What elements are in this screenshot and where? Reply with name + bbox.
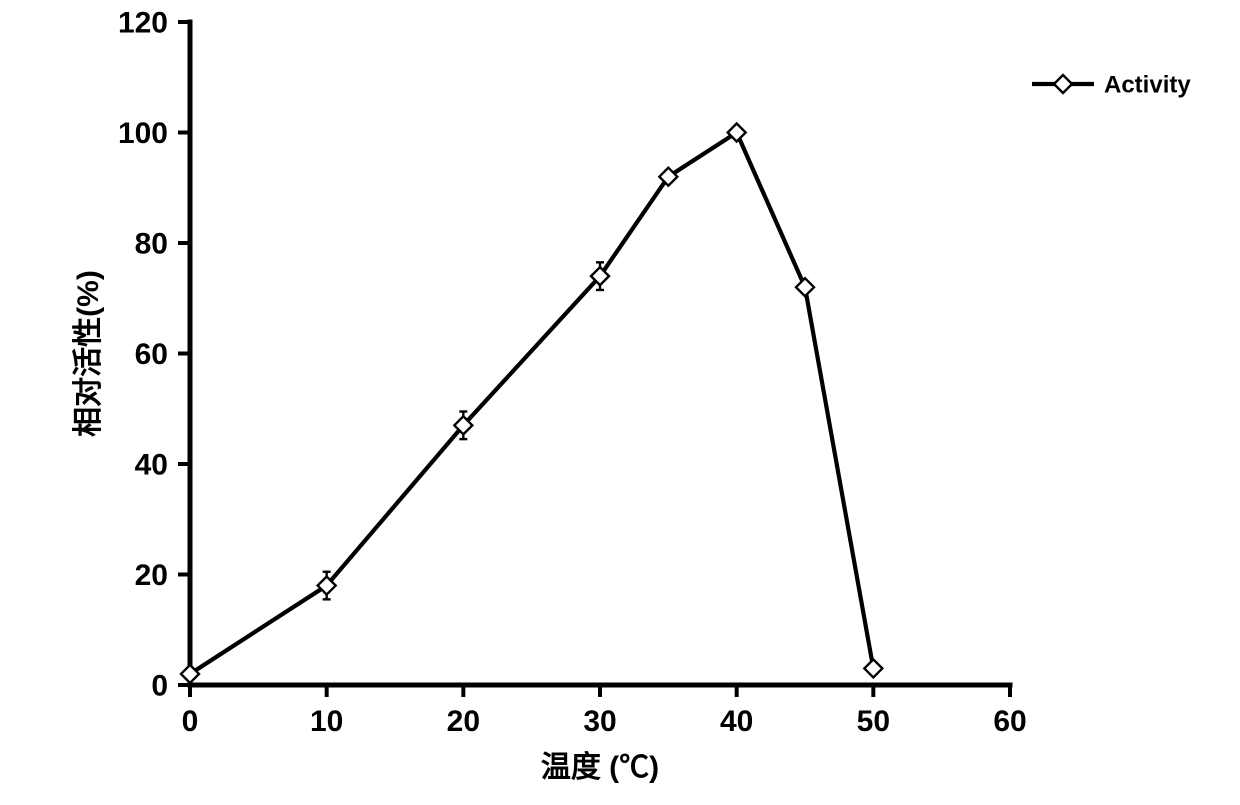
y-axis-label: 相对活性(%) [72,270,105,437]
y-tick-label: 0 [151,670,168,703]
x-tick-label: 60 [993,705,1026,738]
x-tick-label: 0 [182,705,199,738]
y-tick-label: 20 [135,559,168,592]
activity-chart: 0 10 20 30 40 50 60 0 20 40 60 80 100 120 温度 (℃) 相对活性(%… [0,0,1240,805]
y-tick-label: 120 [118,7,168,40]
y-tick-label: 60 [135,338,168,371]
x-tick-label: 30 [583,705,616,738]
x-tick-label: 10 [310,705,343,738]
x-tick-label: 20 [447,705,480,738]
y-tick-label: 40 [135,449,168,482]
y-tick-label: 100 [118,117,168,150]
y-tick-label: 80 [135,228,168,261]
legend-label: Activity [1104,71,1191,98]
x-tick-label: 40 [720,705,753,738]
x-axis-label: 温度 (℃) [541,751,659,784]
x-tick-label: 50 [857,705,890,738]
